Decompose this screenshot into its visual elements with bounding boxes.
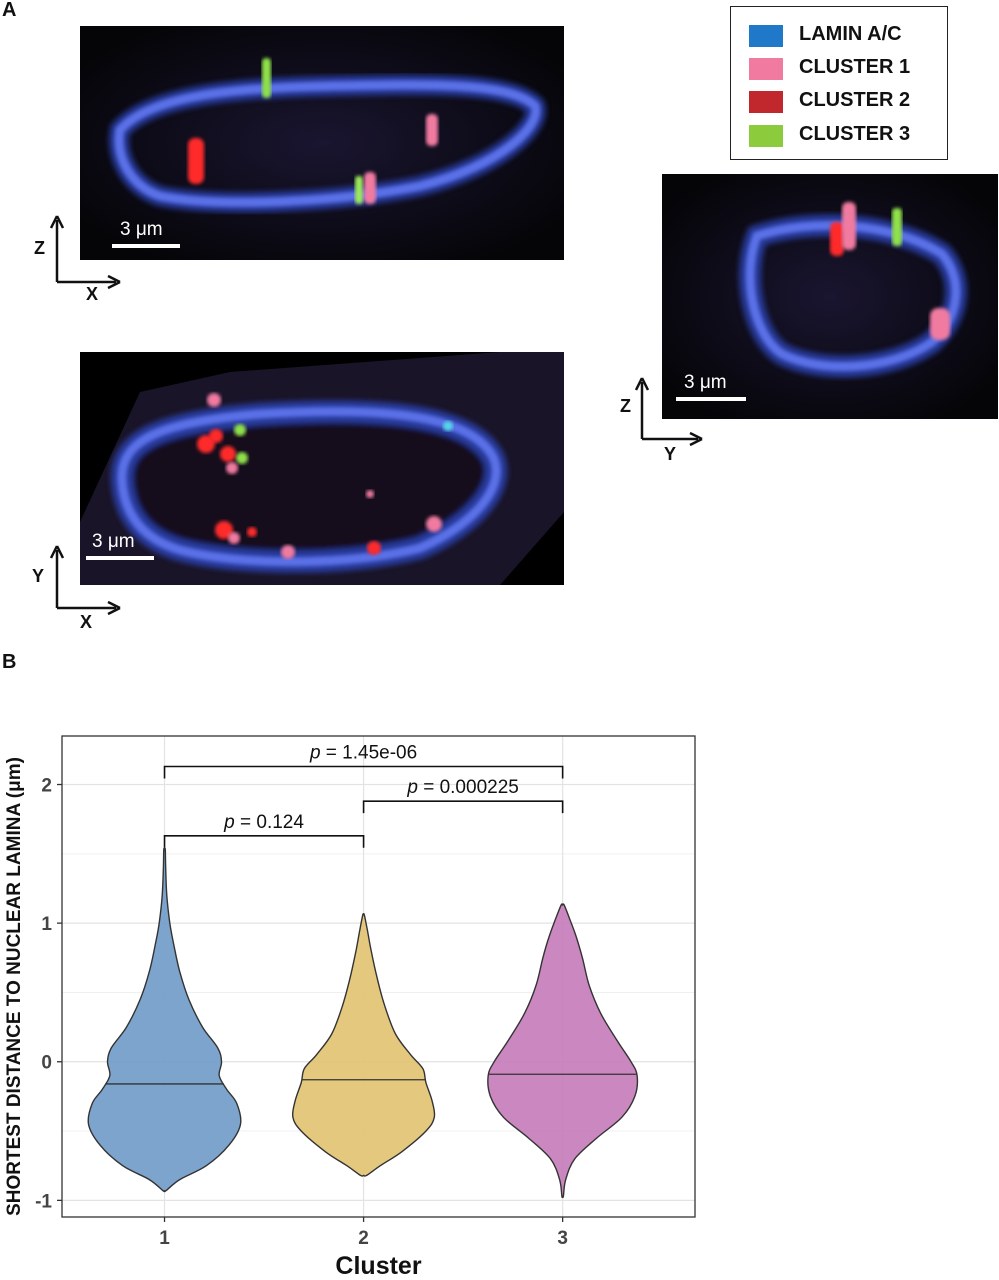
x-tick-label: 3 (557, 1228, 568, 1249)
xy-cluster3-spot-2 (236, 452, 248, 464)
y-tick-label: 0 (41, 1053, 52, 1074)
axis-label-z: Z (34, 238, 45, 258)
significance-bracket (163, 765, 564, 779)
xy-cluster2-spot-6 (367, 541, 381, 555)
y-tick-label: -1 (35, 1191, 52, 1212)
xy-cluster3-spot-1 (234, 424, 246, 436)
micrograph-xy: 3 μm (80, 352, 564, 585)
xy-cluster1-spot-1 (226, 462, 238, 474)
xy-cluster1-spot-3 (228, 532, 240, 544)
axes-arrows-xy (49, 545, 121, 616)
x-axis-title: Cluster (335, 1252, 421, 1280)
p-value-label: p = 1.45e-06 (309, 742, 417, 763)
micrograph-yz: 3 μm (662, 174, 998, 419)
plot-area: p = 0.124 p = 0.000225 p = 1.45e-06 -1 0 1 2 1 2… (4, 735, 696, 1280)
micrograph-yz-image (662, 174, 998, 419)
axes-arrows-yz (634, 377, 703, 447)
scale-bar-xz (112, 244, 180, 248)
xy-cluster1-spot-4 (281, 545, 295, 559)
micrograph-xz: 3 μm (80, 26, 564, 260)
micrograph-xy-image (80, 352, 564, 585)
yz-cluster1-spot-2 (930, 308, 950, 340)
y-tick-label: 1 (41, 914, 52, 935)
xy-cluster1-spot-6 (366, 490, 374, 498)
legend-label-cluster2: CLUSTER 2 (799, 89, 911, 111)
xz-cluster3-spot-2 (355, 176, 363, 204)
plot-border (61, 735, 696, 1218)
legend-swatch-cluster3 (749, 125, 783, 147)
legend-swatch-lamin (749, 25, 783, 47)
xy-cluster1-spot-5 (426, 516, 442, 532)
xy-cluster2-spot-4 (215, 521, 233, 539)
legend-label-lamin: LAMIN A/C (799, 23, 902, 45)
y-axis-title: SHORTEST DISTANCE TO NUCLEAR LAMINA (μm) (4, 757, 25, 1216)
scale-label-xz: 3 μm (120, 219, 163, 240)
xy-cluster1-spot-2 (207, 393, 221, 407)
xz-cluster1-spot (426, 114, 438, 146)
scale-label-yz: 3 μm (684, 372, 727, 393)
violin-chart: p = 0.124 p = 0.000225 p = 1.45e-06 -1 0 1 2 1 2… (4, 735, 696, 1280)
axis-label-x: X (86, 284, 99, 304)
x-tick-label: 2 (358, 1228, 369, 1249)
micrograph-xz-image (80, 26, 564, 260)
yz-cluster2-spot (830, 222, 844, 256)
axes-glyph-xy: Y X (30, 540, 130, 635)
p-value-label: p = 0.124 (223, 812, 304, 833)
axis-label-y-yz: Y (664, 444, 677, 464)
axes-glyph-xz: Z X (30, 210, 130, 305)
axes-glyph-yz: Z Y (612, 372, 712, 467)
legend-swatch-cluster1 (749, 58, 783, 80)
significance-bracket (362, 800, 564, 814)
xy-lamin-spot (443, 421, 453, 431)
panel-label-a: A (2, 0, 17, 21)
yz-cluster1-spot (842, 202, 856, 250)
axis-label-x-xy: X (80, 612, 93, 632)
x-tick-label: 1 (159, 1228, 170, 1249)
legend-swatch-cluster2 (749, 91, 783, 113)
xy-cluster2-spot-3 (220, 446, 236, 462)
p-value-label: p = 0.000225 (406, 777, 518, 798)
xz-cluster2-spot (188, 138, 204, 184)
scale-label-xy: 3 μm (92, 531, 135, 552)
axis-label-z-yz: Z (620, 396, 631, 416)
yz-cluster3-spot (892, 208, 902, 246)
significance-bracket (163, 835, 365, 848)
xy-cluster2-spot-2 (209, 429, 223, 443)
legend: LAMIN A/C CLUSTER 1 CLUSTER 2 CLUSTER 3 (730, 6, 948, 160)
xz-cluster3-spot (262, 58, 271, 98)
axes-arrows-xz (49, 215, 121, 290)
violin-cluster-3 (487, 903, 639, 1199)
legend-label-cluster1: CLUSTER 1 (799, 56, 911, 78)
scale-bar-yz (676, 397, 746, 401)
panel-label-b: B (2, 651, 17, 673)
scale-bar-xy (86, 556, 154, 560)
xz-cluster1-spot-2 (364, 172, 376, 204)
violin-cluster-1 (87, 847, 242, 1193)
violin-cluster-2 (291, 913, 436, 1177)
legend-label-cluster3: CLUSTER 3 (799, 123, 911, 145)
xy-cluster2-spot-5 (247, 527, 257, 537)
y-tick-label: 2 (41, 776, 52, 797)
axis-label-y-xy: Y (32, 566, 45, 586)
